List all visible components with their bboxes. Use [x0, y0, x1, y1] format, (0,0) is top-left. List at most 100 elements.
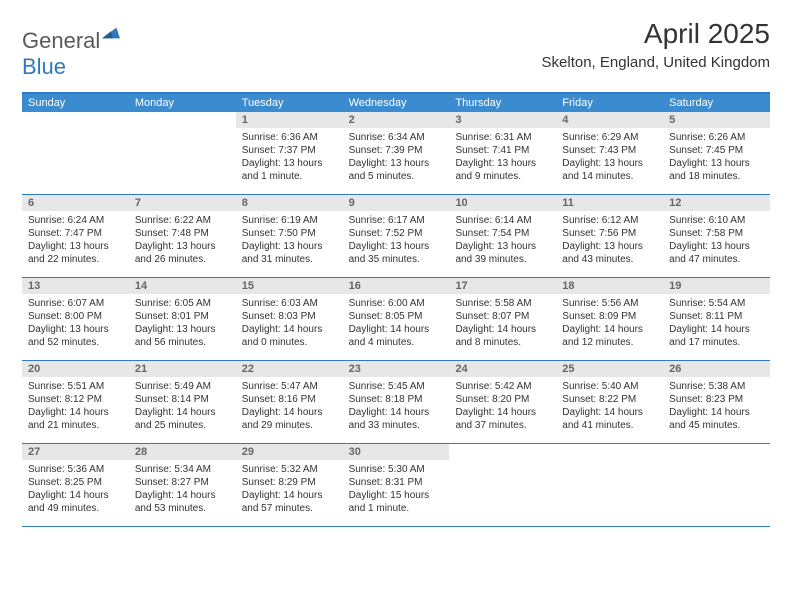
page-title: April 2025: [542, 18, 770, 50]
day-content: Sunrise: 5:38 AMSunset: 8:23 PMDaylight:…: [663, 377, 770, 437]
day-cell: [663, 444, 770, 526]
sunset-text: Sunset: 7:54 PM: [455, 227, 550, 240]
day-content: Sunrise: 5:56 AMSunset: 8:09 PMDaylight:…: [556, 294, 663, 354]
day-cell: 21Sunrise: 5:49 AMSunset: 8:14 PMDayligh…: [129, 361, 236, 443]
sunset-text: Sunset: 8:25 PM: [28, 476, 123, 489]
sunset-text: Sunset: 7:37 PM: [242, 144, 337, 157]
day-content: Sunrise: 6:36 AMSunset: 7:37 PMDaylight:…: [236, 128, 343, 188]
day-cell: 3Sunrise: 6:31 AMSunset: 7:41 PMDaylight…: [449, 112, 556, 194]
week-row: 27Sunrise: 5:36 AMSunset: 8:25 PMDayligh…: [22, 444, 770, 527]
day-content: Sunrise: 6:17 AMSunset: 7:52 PMDaylight:…: [343, 211, 450, 271]
sunrise-text: Sunrise: 5:56 AM: [562, 297, 657, 310]
sunrise-text: Sunrise: 5:54 AM: [669, 297, 764, 310]
day-content: Sunrise: 5:58 AMSunset: 8:07 PMDaylight:…: [449, 294, 556, 354]
day-content: Sunrise: 6:22 AMSunset: 7:48 PMDaylight:…: [129, 211, 236, 271]
day-cell: 13Sunrise: 6:07 AMSunset: 8:00 PMDayligh…: [22, 278, 129, 360]
calendar: Sunday Monday Tuesday Wednesday Thursday…: [22, 92, 770, 527]
sunset-text: Sunset: 8:18 PM: [349, 393, 444, 406]
day-cell: 9Sunrise: 6:17 AMSunset: 7:52 PMDaylight…: [343, 195, 450, 277]
daylight-text: Daylight: 13 hours and 22 minutes.: [28, 240, 123, 266]
daylight-text: Daylight: 13 hours and 9 minutes.: [455, 157, 550, 183]
dow-monday: Monday: [129, 94, 236, 112]
day-cell: 5Sunrise: 6:26 AMSunset: 7:45 PMDaylight…: [663, 112, 770, 194]
day-cell: 7Sunrise: 6:22 AMSunset: 7:48 PMDaylight…: [129, 195, 236, 277]
day-number: [556, 444, 663, 448]
day-number: 13: [22, 278, 129, 294]
sunrise-text: Sunrise: 6:03 AM: [242, 297, 337, 310]
day-number: 26: [663, 361, 770, 377]
day-cell: [556, 444, 663, 526]
daylight-text: Daylight: 14 hours and 33 minutes.: [349, 406, 444, 432]
day-content: Sunrise: 6:31 AMSunset: 7:41 PMDaylight:…: [449, 128, 556, 188]
sunrise-text: Sunrise: 6:12 AM: [562, 214, 657, 227]
day-content: Sunrise: 5:32 AMSunset: 8:29 PMDaylight:…: [236, 460, 343, 520]
title-block: April 2025 Skelton, England, United King…: [542, 18, 770, 71]
day-number: [22, 112, 129, 116]
location-subtitle: Skelton, England, United Kingdom: [542, 54, 770, 71]
day-cell: [129, 112, 236, 194]
sunrise-text: Sunrise: 6:26 AM: [669, 131, 764, 144]
sunrise-text: Sunrise: 6:05 AM: [135, 297, 230, 310]
dow-thursday: Thursday: [449, 94, 556, 112]
day-cell: 18Sunrise: 5:56 AMSunset: 8:09 PMDayligh…: [556, 278, 663, 360]
day-cell: 17Sunrise: 5:58 AMSunset: 8:07 PMDayligh…: [449, 278, 556, 360]
day-cell: 29Sunrise: 5:32 AMSunset: 8:29 PMDayligh…: [236, 444, 343, 526]
sunset-text: Sunset: 8:12 PM: [28, 393, 123, 406]
daylight-text: Daylight: 14 hours and 17 minutes.: [669, 323, 764, 349]
logo-text-general: General: [22, 28, 100, 53]
daylight-text: Daylight: 13 hours and 52 minutes.: [28, 323, 123, 349]
sunset-text: Sunset: 8:23 PM: [669, 393, 764, 406]
sunrise-text: Sunrise: 5:58 AM: [455, 297, 550, 310]
day-number: 18: [556, 278, 663, 294]
sunset-text: Sunset: 8:09 PM: [562, 310, 657, 323]
daylight-text: Daylight: 13 hours and 14 minutes.: [562, 157, 657, 183]
daylight-text: Daylight: 13 hours and 56 minutes.: [135, 323, 230, 349]
daylight-text: Daylight: 13 hours and 47 minutes.: [669, 240, 764, 266]
sunrise-text: Sunrise: 5:36 AM: [28, 463, 123, 476]
daylight-text: Daylight: 13 hours and 31 minutes.: [242, 240, 337, 266]
day-cell: 19Sunrise: 5:54 AMSunset: 8:11 PMDayligh…: [663, 278, 770, 360]
sunrise-text: Sunrise: 5:47 AM: [242, 380, 337, 393]
day-number: 27: [22, 444, 129, 460]
day-cell: 1Sunrise: 6:36 AMSunset: 7:37 PMDaylight…: [236, 112, 343, 194]
sunset-text: Sunset: 7:58 PM: [669, 227, 764, 240]
daylight-text: Daylight: 14 hours and 29 minutes.: [242, 406, 337, 432]
daylight-text: Daylight: 14 hours and 53 minutes.: [135, 489, 230, 515]
day-number: 30: [343, 444, 450, 460]
day-number: 29: [236, 444, 343, 460]
daylight-text: Daylight: 14 hours and 8 minutes.: [455, 323, 550, 349]
sunset-text: Sunset: 8:29 PM: [242, 476, 337, 489]
sunset-text: Sunset: 7:48 PM: [135, 227, 230, 240]
day-number: 9: [343, 195, 450, 211]
daylight-text: Daylight: 14 hours and 49 minutes.: [28, 489, 123, 515]
sunrise-text: Sunrise: 6:17 AM: [349, 214, 444, 227]
sunset-text: Sunset: 8:11 PM: [669, 310, 764, 323]
day-number: 24: [449, 361, 556, 377]
day-content: Sunrise: 5:47 AMSunset: 8:16 PMDaylight:…: [236, 377, 343, 437]
day-cell: 16Sunrise: 6:00 AMSunset: 8:05 PMDayligh…: [343, 278, 450, 360]
day-content: Sunrise: 5:54 AMSunset: 8:11 PMDaylight:…: [663, 294, 770, 354]
day-cell: 24Sunrise: 5:42 AMSunset: 8:20 PMDayligh…: [449, 361, 556, 443]
day-number: 19: [663, 278, 770, 294]
day-number: [663, 444, 770, 448]
day-number: 21: [129, 361, 236, 377]
sunset-text: Sunset: 8:20 PM: [455, 393, 550, 406]
sunset-text: Sunset: 7:39 PM: [349, 144, 444, 157]
day-number: 14: [129, 278, 236, 294]
day-cell: 25Sunrise: 5:40 AMSunset: 8:22 PMDayligh…: [556, 361, 663, 443]
dow-sunday: Sunday: [22, 94, 129, 112]
daylight-text: Daylight: 13 hours and 39 minutes.: [455, 240, 550, 266]
logo: General Blue: [22, 24, 120, 80]
sunset-text: Sunset: 8:31 PM: [349, 476, 444, 489]
week-row: 20Sunrise: 5:51 AMSunset: 8:12 PMDayligh…: [22, 361, 770, 444]
dow-wednesday: Wednesday: [343, 94, 450, 112]
sunset-text: Sunset: 7:47 PM: [28, 227, 123, 240]
sunrise-text: Sunrise: 5:38 AM: [669, 380, 764, 393]
day-number: 8: [236, 195, 343, 211]
sunset-text: Sunset: 7:56 PM: [562, 227, 657, 240]
day-cell: [22, 112, 129, 194]
sunset-text: Sunset: 8:27 PM: [135, 476, 230, 489]
day-cell: 11Sunrise: 6:12 AMSunset: 7:56 PMDayligh…: [556, 195, 663, 277]
day-cell: 28Sunrise: 5:34 AMSunset: 8:27 PMDayligh…: [129, 444, 236, 526]
day-cell: 4Sunrise: 6:29 AMSunset: 7:43 PMDaylight…: [556, 112, 663, 194]
